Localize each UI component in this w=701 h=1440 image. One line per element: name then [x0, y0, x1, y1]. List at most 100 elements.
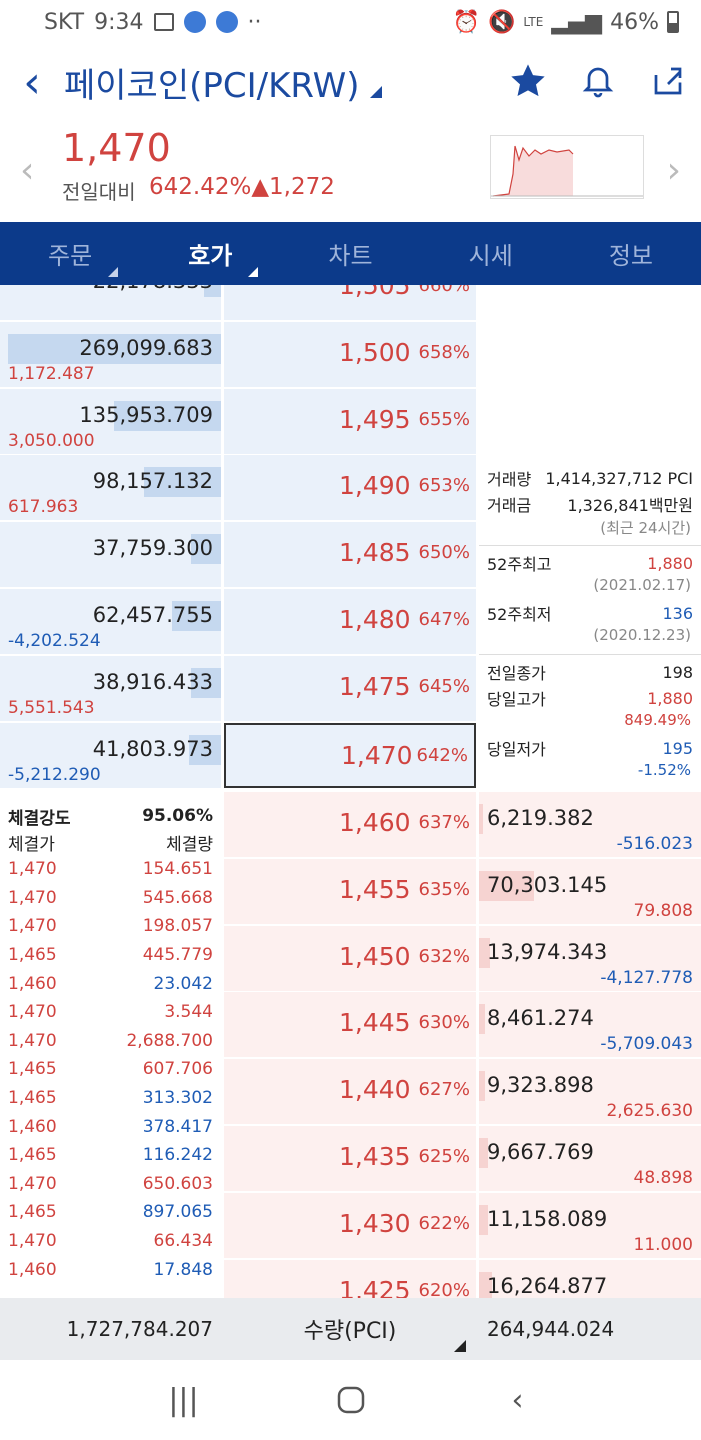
bid-row[interactable]: 1,445 630% 8,461.274 -5,709.043 — [0, 992, 701, 1058]
bell-icon[interactable] — [575, 58, 621, 104]
mini-price-chart[interactable] — [490, 135, 644, 199]
home-icon[interactable] — [321, 1370, 381, 1430]
bid-qty-cell: 8,461.274 -5,709.043 — [479, 992, 701, 1058]
bid-price-cell[interactable]: 1,450 632% — [224, 925, 476, 991]
unit-selector[interactable]: 수량(PCI) — [224, 1298, 476, 1360]
ask-row[interactable]: 62,457.755 -4,202.524 1,480 647% — [0, 589, 701, 654]
bid-price: 1,435 — [339, 1142, 411, 1171]
tab-market[interactable]: 시세 — [468, 242, 513, 270]
current-price: 1,470 — [62, 126, 171, 170]
trade-row: 1,465 607.706 — [0, 1055, 221, 1084]
carrier: SKT — [44, 9, 85, 35]
bid-row[interactable]: 1,430 622% 11,158.089 11.000 — [0, 1192, 701, 1258]
trade-price: 1,460 — [8, 973, 57, 994]
coin-title[interactable]: 페이코인(PCI/KRW) — [64, 65, 360, 106]
tab-bar: 주문 호가 차트 시세 정보 — [0, 222, 701, 285]
bid-pct: 627% — [418, 1079, 470, 1101]
recent-trades: 체결강도 95.06% 체결가 체결량 1,470 154.651 1,470 545… — [0, 803, 221, 1284]
change-value: 642.42%▲1,272 — [149, 174, 335, 200]
bid-row[interactable]: 1,460 637% 6,219.382 -516.023 — [0, 792, 701, 857]
bit-app-icon-2 — [215, 11, 238, 33]
next-coin-icon[interactable]: › — [666, 150, 681, 191]
ask-price-cell[interactable]: 1,470 642% — [224, 722, 476, 788]
ask-price: 1,490 — [339, 471, 411, 501]
recents-icon[interactable]: ||| — [168, 1382, 199, 1418]
bid-row[interactable]: 1,455 635% 70,303.145 79.808 — [0, 858, 701, 924]
ask-row[interactable]: 135,953.709 3,050.000 1,495 655% — [0, 388, 701, 454]
bid-row[interactable]: 1,425 620% 16,264.877 — [0, 1259, 701, 1298]
ask-price: 1,500 — [339, 337, 411, 367]
bid-price-cell[interactable]: 1,425 620% — [224, 1259, 476, 1298]
trade-qty: 198.057 — [142, 916, 213, 937]
ask-pct: 647% — [418, 609, 470, 630]
bid-qty-change: 2,625.630 — [606, 1101, 693, 1122]
orderbook[interactable]: 22,178.333 1,505 660% 269,099.683 1,172.… — [0, 285, 701, 1298]
ask-price-cell[interactable]: 1,480 647% — [224, 589, 476, 654]
bid-qty-cell: 16,264.877 — [479, 1259, 701, 1298]
bid-price-cell[interactable]: 1,460 637% — [224, 792, 476, 857]
ask-price-cell[interactable]: 1,475 645% — [224, 655, 476, 721]
bid-pct: 622% — [418, 1212, 470, 1234]
back-nav-icon[interactable]: ‹ — [511, 1382, 524, 1418]
network-type: LTE — [523, 15, 544, 29]
share-icon[interactable] — [645, 58, 691, 104]
bid-qty: 8,461.274 — [487, 1006, 594, 1031]
bid-qty: 11,158.089 — [487, 1206, 608, 1231]
bid-price-cell[interactable]: 1,435 625% — [224, 1126, 476, 1191]
trade-qty: 17.848 — [153, 1259, 213, 1280]
bid-pct: 630% — [418, 1012, 470, 1034]
ask-qty-cell: 37,759.300 — [0, 522, 221, 588]
bid-price: 1,445 — [339, 1008, 411, 1038]
ask-qty-change: 1,172.487 — [8, 363, 95, 384]
trade-qty: 23.042 — [153, 973, 213, 994]
back-button[interactable]: ‹ — [23, 56, 41, 108]
ask-qty-change: 617.963 — [8, 497, 79, 518]
tab-info[interactable]: 정보 — [608, 242, 653, 270]
ask-price-cell[interactable]: 1,495 655% — [224, 388, 476, 454]
tab-order[interactable]: 주문 — [0, 222, 140, 285]
ask-price-cell[interactable]: 1,500 658% — [224, 321, 476, 387]
ask-row[interactable]: 37,759.300 1,485 650% — [0, 522, 701, 588]
ask-total: 1,727,784.207 — [66, 1317, 213, 1341]
tab-orderbook[interactable]: 호가 — [140, 222, 280, 285]
bid-qty-change: 48.898 — [633, 1168, 693, 1188]
bid-row[interactable]: 1,440 627% 9,323.898 2,625.630 — [0, 1059, 701, 1125]
price-summary: ‹ 1,470 전일대비 642.42%▲1,272 › — [0, 120, 701, 220]
ask-price-cell[interactable]: 1,490 653% — [224, 455, 476, 521]
ask-qty: 135,953.709 — [79, 402, 213, 427]
bid-qty: 9,323.898 — [487, 1073, 594, 1098]
ask-row[interactable]: 22,178.333 1,505 660% — [0, 285, 701, 320]
ask-row[interactable]: 269,099.683 1,172.487 1,500 658% — [0, 321, 701, 387]
bid-qty-change: 11.000 — [633, 1234, 693, 1255]
bid-row[interactable]: 1,435 625% 9,667.769 48.898 — [0, 1126, 701, 1191]
ask-row[interactable]: 98,157.132 617.963 1,490 653% — [0, 455, 701, 521]
bid-price-cell[interactable]: 1,430 622% — [224, 1192, 476, 1258]
ask-row[interactable]: 41,803.973 -5,212.290 1,470 642% — [0, 722, 701, 788]
prev-coin-icon[interactable]: ‹ — [20, 150, 35, 191]
bid-qty-change: -4,127.778 — [600, 967, 693, 988]
tab-chart[interactable]: 차트 — [328, 242, 373, 270]
trade-price: 1,470 — [8, 859, 57, 880]
title-bar: ‹ 페이코인(PCI/KRW) — [0, 50, 701, 114]
trade-row: 1,465 116.242 — [0, 1141, 221, 1170]
favorite-star-icon[interactable] — [505, 58, 551, 104]
dropdown-caret-icon[interactable] — [369, 86, 382, 98]
ask-row[interactable]: 38,916.433 5,551.543 1,475 645% — [0, 655, 701, 721]
bid-qty-change: -5,709.043 — [600, 1034, 693, 1055]
trade-row: 1,470 66.434 — [0, 1227, 221, 1256]
ask-price-cell[interactable]: 1,485 650% — [224, 522, 476, 588]
ask-qty-cell: 22,178.333 — [0, 285, 221, 320]
ask-qty: 269,099.683 — [79, 335, 213, 360]
ask-qty-cell: 269,099.683 1,172.487 — [0, 321, 221, 387]
trade-qty: 66.434 — [153, 1231, 213, 1252]
orderbook-footer: 1,727,784.207 수량(PCI) 264,944.024 — [0, 1298, 701, 1360]
bid-price-cell[interactable]: 1,455 635% — [224, 858, 476, 924]
ask-qty: 62,457.755 — [92, 603, 213, 627]
ask-price-cell[interactable]: 1,505 660% — [224, 285, 476, 320]
ask-qty-cell: 98,157.132 617.963 — [0, 455, 221, 521]
bid-qty: 9,667.769 — [487, 1140, 594, 1164]
ask-qty-change: -4,202.524 — [8, 631, 101, 651]
bid-price-cell[interactable]: 1,445 630% — [224, 992, 476, 1058]
bid-row[interactable]: 1,450 632% 13,974.343 -4,127.778 — [0, 925, 701, 991]
bid-price-cell[interactable]: 1,440 627% — [224, 1059, 476, 1125]
